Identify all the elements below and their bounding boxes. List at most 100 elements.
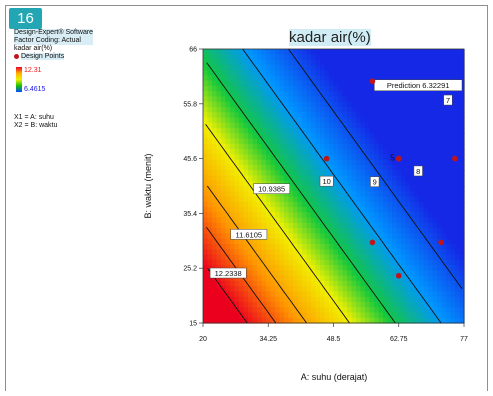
heatmap-cell <box>387 317 393 324</box>
heatmap-cell <box>293 159 299 166</box>
heatmap-cell <box>203 265 209 271</box>
heatmap-cell <box>405 154 411 161</box>
heatmap-cell <box>234 259 240 266</box>
heatmap-cell <box>405 59 411 66</box>
heatmap-cell <box>279 317 285 324</box>
heatmap-cell <box>293 128 299 134</box>
heatmap-cell <box>351 186 357 192</box>
heatmap-cell <box>333 280 339 287</box>
heatmap-cell <box>288 186 294 192</box>
heatmap-cell <box>275 128 281 134</box>
heatmap-cell <box>383 201 389 208</box>
heatmap-cell <box>428 164 434 171</box>
heatmap-cell <box>351 96 357 103</box>
heatmap-cell <box>203 64 209 71</box>
heatmap-cell <box>333 180 339 187</box>
heatmap-cell <box>302 106 308 113</box>
heatmap-cell <box>356 212 362 219</box>
heatmap-cell <box>324 201 330 208</box>
heatmap-cell <box>459 128 465 134</box>
heatmap-cell <box>441 180 447 187</box>
heatmap-cell <box>437 217 443 224</box>
heatmap-cell <box>234 317 240 324</box>
heatmap-cell <box>351 117 357 124</box>
heatmap-cell <box>365 317 371 324</box>
heatmap-cell <box>234 117 240 124</box>
heatmap-cell <box>396 138 402 145</box>
heatmap-cell <box>207 275 213 282</box>
y-tick-label: 45.6 <box>183 156 197 163</box>
heatmap-cell <box>302 228 308 235</box>
heatmap-cell <box>288 75 294 82</box>
heatmap-cell <box>333 59 339 66</box>
heatmap-cell <box>288 159 294 166</box>
heatmap-cell <box>261 280 267 287</box>
heatmap-cell <box>320 112 326 119</box>
heatmap-cell <box>302 180 308 187</box>
heatmap-cell <box>414 175 420 182</box>
heatmap-cell <box>252 212 258 219</box>
heatmap-cell <box>221 259 227 266</box>
heatmap-cell <box>225 296 231 303</box>
heatmap-cell <box>428 75 434 82</box>
heatmap-cell <box>374 170 380 177</box>
heatmap-cell <box>279 164 285 171</box>
heatmap-cell <box>392 217 398 224</box>
heatmap-cell <box>356 80 362 87</box>
heatmap-cell <box>203 122 209 129</box>
heatmap-cell <box>288 201 294 208</box>
heatmap-cell <box>342 106 348 113</box>
heatmap-cell <box>401 175 407 182</box>
heatmap-cell <box>275 280 281 287</box>
heatmap-cell <box>387 91 393 98</box>
heatmap-cell <box>401 243 407 250</box>
heatmap-cell <box>203 191 209 198</box>
heatmap-cell <box>338 64 344 71</box>
heatmap-cell <box>333 212 339 219</box>
heatmap-cell <box>216 243 222 250</box>
heatmap-cell <box>410 238 416 245</box>
heatmap-cell <box>356 307 362 314</box>
heatmap-cell <box>329 128 335 134</box>
heatmap-cell <box>392 317 398 324</box>
heatmap-cell <box>356 106 362 113</box>
heatmap-cell <box>324 54 330 61</box>
heatmap-cell <box>365 138 371 145</box>
heatmap-cell <box>441 59 447 66</box>
heatmap-cell <box>414 159 420 166</box>
heatmap-cell <box>320 212 326 219</box>
heatmap-cell <box>432 275 438 282</box>
heatmap-cell <box>297 275 303 282</box>
heatmap-cell <box>306 128 312 134</box>
heatmap-cell <box>324 128 330 134</box>
heatmap-cell <box>365 164 371 171</box>
heatmap-cell <box>257 249 263 256</box>
heatmap-cell <box>342 138 348 145</box>
heatmap-cell <box>356 317 362 324</box>
heatmap-cell <box>419 154 425 161</box>
heatmap-cell <box>216 96 222 103</box>
heatmap-cell <box>401 186 407 192</box>
heatmap-cell <box>248 64 254 71</box>
heatmap-cell <box>437 164 443 171</box>
heatmap-cell <box>423 270 429 277</box>
heatmap-cell <box>383 164 389 171</box>
heatmap-cell <box>329 270 335 277</box>
heatmap-cell <box>459 159 465 166</box>
heatmap-cell <box>252 59 258 66</box>
heatmap-cell <box>248 122 254 129</box>
heatmap-cell <box>311 149 317 155</box>
heatmap-cell <box>212 296 218 303</box>
heatmap-cell <box>450 233 456 240</box>
heatmap-cell <box>423 280 429 287</box>
heatmap-cell <box>270 75 276 82</box>
heatmap-cell <box>347 243 353 250</box>
heatmap-cell <box>342 275 348 282</box>
heatmap-cell <box>446 164 452 171</box>
heatmap-cell <box>423 301 429 308</box>
heatmap-cell <box>414 117 420 124</box>
heatmap-cell <box>410 170 416 177</box>
heatmap-cell <box>230 170 236 177</box>
heatmap-cell <box>324 96 330 103</box>
heatmap-cell <box>374 280 380 287</box>
